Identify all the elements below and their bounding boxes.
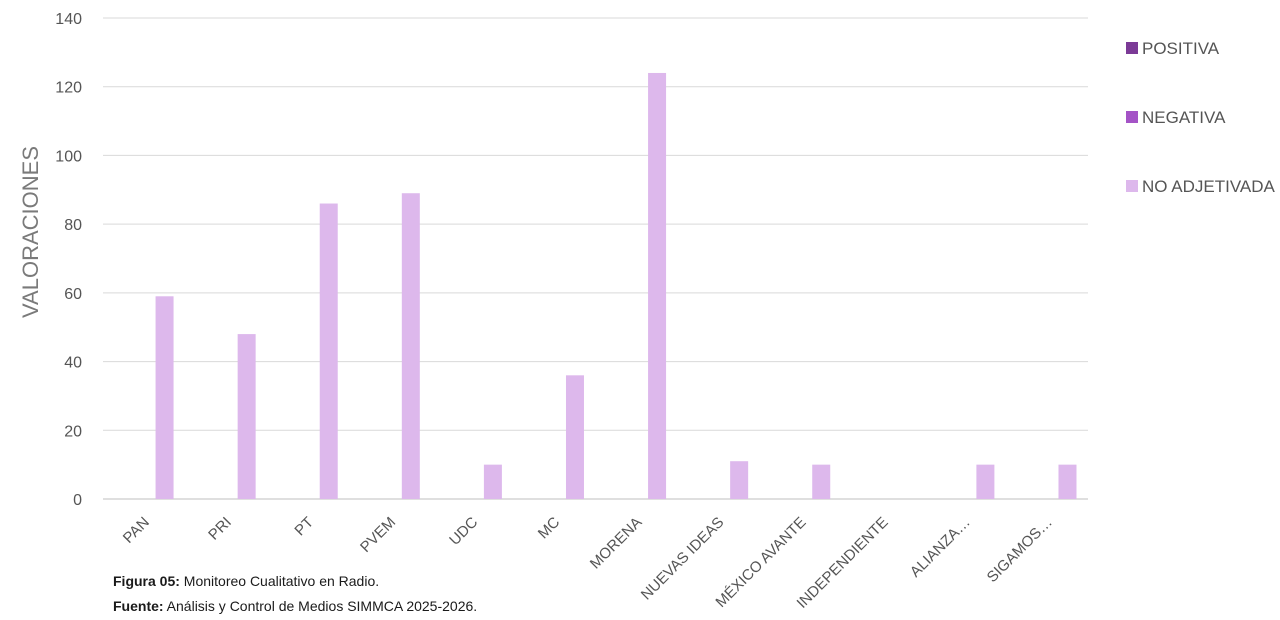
x-category-label: SIGAMOS… [984, 514, 1056, 586]
y-tick-label: 80 [64, 217, 82, 234]
bar [730, 461, 749, 499]
figure-caption: Figura 05: Monitoreo Cualitativo en Radi… [113, 573, 379, 589]
bar [648, 72, 667, 499]
gridlines [103, 17, 1088, 500]
x-category-label: MC [535, 514, 564, 543]
y-tick-label: 140 [55, 11, 82, 28]
x-category-label: NUEVAS IDEAS [638, 514, 728, 604]
y-tick-label: 20 [64, 423, 82, 440]
bar [812, 464, 831, 499]
y-axis-label: VALORACIONES [18, 146, 43, 318]
bar [976, 464, 995, 499]
y-axis-ticks: 0 20 40 60 80 100 120 140 [55, 11, 82, 509]
y-tick-label: 40 [64, 355, 82, 372]
legend: POSITIVA NEGATIVA NO ADJETIVADA [1126, 39, 1276, 196]
bar [1058, 464, 1077, 499]
legend-label: POSITIVA [1142, 39, 1220, 58]
x-category-label: PVEM [357, 514, 399, 556]
source-caption: Fuente: Análisis y Control de Medios SIM… [113, 598, 477, 614]
bar [237, 334, 256, 499]
figure-caption-label: Figura 05: [113, 573, 180, 589]
legend-label: NO ADJETIVADA [1142, 177, 1276, 196]
x-category-label: MÉXICO AVANTE [712, 514, 809, 611]
source-caption-label: Fuente: [113, 598, 164, 614]
y-tick-label: 120 [55, 80, 82, 97]
x-category-label: UDC [446, 514, 481, 549]
legend-label: NEGATIVA [1142, 108, 1226, 127]
x-category-label: PRI [205, 514, 235, 544]
x-category-label: PT [291, 514, 317, 540]
x-category-label: PAN [120, 514, 153, 547]
legend-swatch [1126, 180, 1138, 192]
x-category-label: INDEPENDIENTE [794, 514, 892, 612]
source-caption-text: Análisis y Control de Medios SIMMCA 2025… [163, 598, 478, 614]
legend-swatch [1126, 42, 1138, 54]
bar [565, 375, 584, 499]
x-category-label: ALIANZA… [907, 514, 974, 581]
y-tick-label: 60 [64, 286, 82, 303]
bar [483, 464, 502, 499]
y-tick-label: 0 [73, 492, 82, 509]
x-category-label: MORENA [587, 514, 646, 573]
bars [155, 72, 1077, 499]
bar [319, 203, 338, 499]
bar [401, 193, 420, 499]
legend-swatch [1126, 111, 1138, 123]
y-tick-label: 100 [55, 148, 82, 165]
bar [155, 296, 174, 499]
figure-caption-text: Monitoreo Cualitativo en Radio. [179, 573, 380, 589]
